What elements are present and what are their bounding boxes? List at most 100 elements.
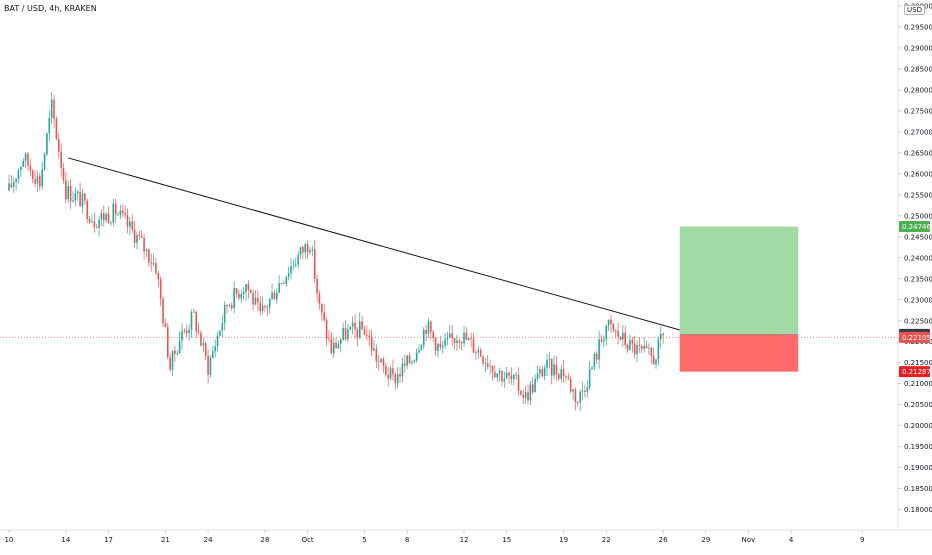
- candle-body: [475, 352, 477, 354]
- candle-body: [505, 372, 508, 379]
- candle-body: [86, 200, 89, 219]
- candle-body: [309, 250, 311, 253]
- price-tick-label: 0.19500: [904, 443, 932, 451]
- candle-body: [223, 304, 226, 323]
- time-axis: 10 14 17 21 24 28 Oct 5 8 12 15 19 22 26 29 Nov 4 9: [0, 529, 932, 544]
- candle-body: [155, 263, 157, 274]
- candle-body: [313, 249, 316, 279]
- candle-body: [119, 210, 122, 215]
- candle-body: [41, 169, 43, 187]
- candle-body: [181, 330, 183, 341]
- candle-body: [567, 377, 570, 379]
- candle-body: [302, 247, 304, 253]
- candle-body: [195, 311, 198, 332]
- candle-body: [430, 321, 432, 332]
- candle-body: [622, 332, 624, 340]
- candle-body: [110, 222, 112, 224]
- candle-body: [247, 284, 250, 290]
- price-tick-label: 0.23000: [904, 296, 932, 304]
- candle-body: [479, 350, 482, 357]
- candle-body: [65, 180, 67, 200]
- price-tick-label: 0.22500: [904, 317, 932, 325]
- candle-body: [394, 374, 397, 384]
- candle-body: [216, 335, 219, 347]
- candle-body: [361, 321, 363, 330]
- price-tick-label: 0.20500: [904, 401, 932, 409]
- candle-body: [543, 368, 546, 377]
- candle-body: [358, 321, 361, 338]
- candle-body: [34, 179, 36, 184]
- candle-body: [619, 336, 622, 340]
- candle-body: [422, 329, 425, 346]
- price-tick-label: 0.29000: [904, 44, 932, 52]
- candle-body: [178, 340, 181, 354]
- candle-body: [396, 374, 399, 384]
- price-label-text: 0.24746: [902, 223, 931, 231]
- time-tick-label: 29: [701, 536, 710, 544]
- candle-body: [261, 305, 264, 311]
- candle-body: [508, 372, 510, 376]
- time-tick-label: 26: [659, 536, 668, 544]
- candle-body: [166, 326, 169, 358]
- candle-body: [351, 323, 354, 327]
- candle-body: [148, 249, 150, 263]
- symbol-title: BAT / USD, 4h, KRAKEN: [4, 4, 97, 13]
- candle-body: [482, 356, 484, 364]
- price-label-badge: [899, 366, 930, 378]
- price-tick-label: 0.27000: [904, 128, 932, 136]
- candle-body: [69, 185, 72, 202]
- candle-body: [145, 249, 148, 252]
- candle-body: [373, 348, 375, 351]
- candle-body: [276, 292, 278, 300]
- time-tick-label: 5: [362, 536, 366, 544]
- candle-body: [652, 355, 655, 365]
- candle-body: [401, 363, 404, 377]
- candle-body: [81, 193, 84, 207]
- candle-body: [235, 288, 238, 294]
- price-axis: 0.300000.295000.290000.285000.280000.275…: [897, 0, 932, 530]
- candle-body: [27, 153, 29, 166]
- candle-body: [531, 384, 534, 393]
- candle-body: [555, 364, 558, 375]
- candle-body: [107, 213, 110, 224]
- candle-body: [624, 332, 626, 345]
- candle-body: [577, 401, 579, 403]
- candle-body: [558, 374, 560, 379]
- candle-body: [406, 355, 408, 366]
- profit-zone: [679, 226, 799, 335]
- candle-body: [356, 329, 359, 338]
- candle-body: [230, 305, 233, 309]
- candle-body: [15, 178, 17, 182]
- candle-body: [20, 166, 22, 171]
- time-tick-label: Nov: [742, 536, 756, 544]
- candle-body: [342, 328, 344, 340]
- candle-body: [370, 337, 373, 351]
- candle-body: [572, 389, 574, 392]
- candle-body: [332, 342, 335, 354]
- candle-body: [133, 229, 136, 243]
- candle-body: [501, 370, 503, 382]
- candle-body: [240, 294, 243, 299]
- candle-body: [510, 375, 513, 379]
- candle-body: [503, 378, 506, 382]
- candle-body: [36, 176, 39, 184]
- candle-body: [425, 329, 427, 334]
- candle-body: [226, 304, 228, 307]
- candle-body: [57, 138, 60, 152]
- candle-body: [451, 333, 453, 338]
- candle-body: [467, 338, 470, 340]
- candle-body: [290, 266, 292, 274]
- candle-body: [287, 273, 290, 277]
- currency-label[interactable]: USD: [904, 5, 925, 15]
- candle-body: [486, 363, 489, 367]
- price-tick-label: 0.21000: [904, 380, 932, 388]
- candle-body: [268, 298, 271, 308]
- candle-body: [550, 358, 553, 376]
- candle-body: [377, 361, 380, 363]
- candle-body: [347, 329, 349, 340]
- candle-body: [389, 368, 392, 379]
- candle-body: [548, 358, 551, 361]
- candle-body: [363, 329, 366, 335]
